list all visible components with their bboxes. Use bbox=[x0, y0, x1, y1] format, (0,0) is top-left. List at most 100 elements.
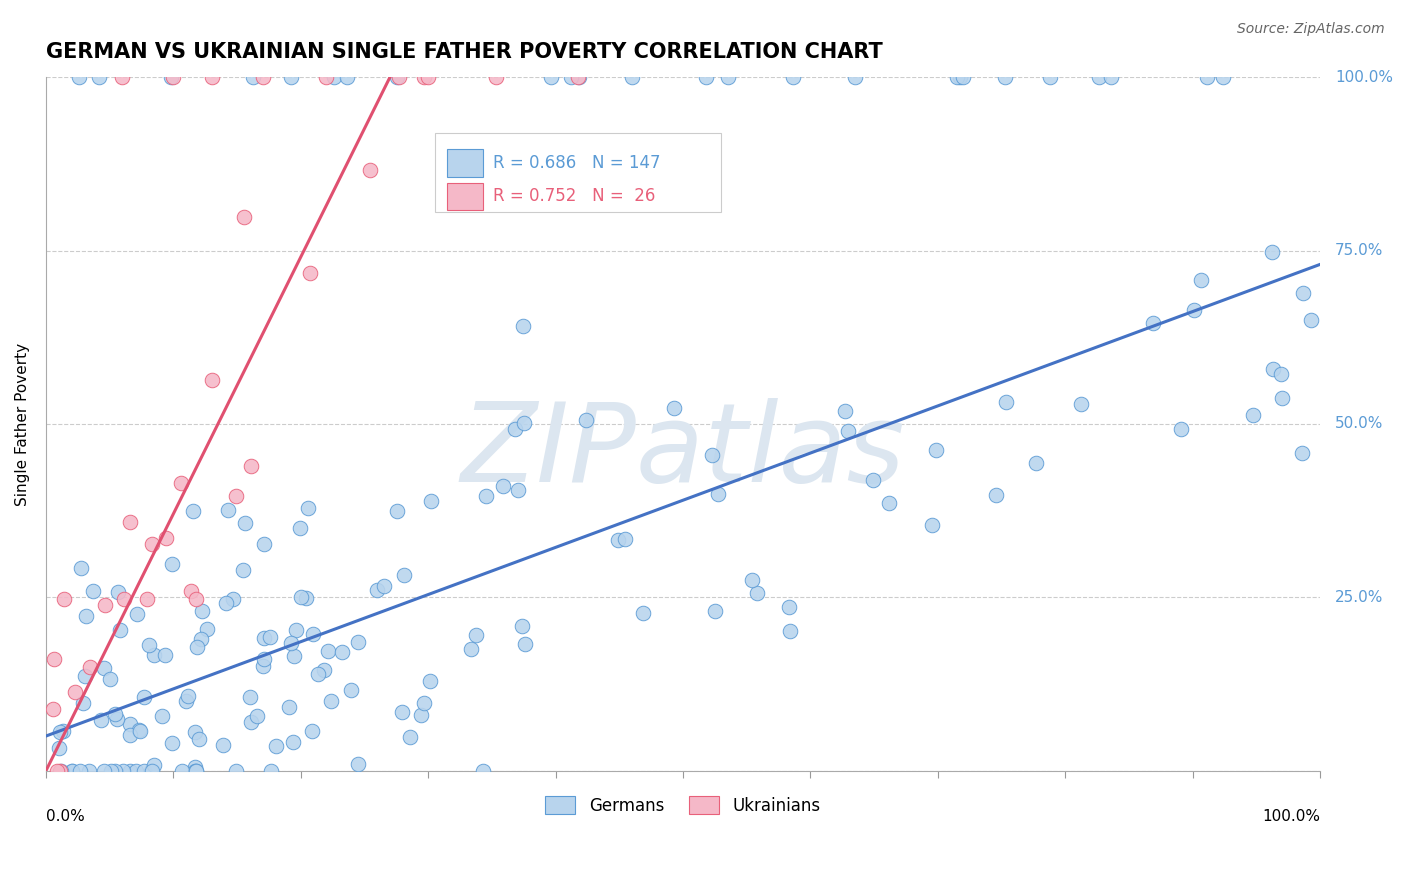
Point bbox=[264, 739, 287, 753]
Point bbox=[621, 70, 644, 85]
Point bbox=[217, 503, 239, 517]
Point bbox=[125, 764, 148, 778]
Point bbox=[782, 70, 804, 85]
Point bbox=[184, 764, 207, 778]
Point bbox=[93, 764, 115, 778]
Point bbox=[717, 70, 740, 85]
Point bbox=[184, 760, 207, 774]
Point bbox=[159, 70, 181, 85]
Point bbox=[79, 660, 101, 674]
Point bbox=[170, 475, 193, 490]
Point bbox=[340, 682, 363, 697]
Point bbox=[184, 724, 207, 739]
FancyBboxPatch shape bbox=[447, 149, 482, 177]
Point bbox=[475, 489, 498, 503]
Point bbox=[141, 537, 163, 551]
Y-axis label: Single Father Poverty: Single Father Poverty bbox=[15, 343, 30, 506]
Point bbox=[48, 740, 70, 755]
Point bbox=[392, 567, 415, 582]
Point bbox=[190, 632, 212, 647]
Point bbox=[778, 600, 800, 615]
Point bbox=[259, 630, 281, 644]
Point bbox=[949, 70, 972, 85]
Point bbox=[994, 70, 1017, 85]
Point bbox=[1197, 70, 1219, 85]
Point bbox=[366, 583, 388, 598]
Point bbox=[465, 628, 488, 642]
Point bbox=[69, 764, 91, 778]
Point bbox=[73, 669, 96, 683]
Point bbox=[741, 574, 763, 588]
Point bbox=[174, 694, 197, 708]
Point bbox=[246, 708, 269, 723]
Point bbox=[160, 557, 183, 571]
Point bbox=[295, 591, 318, 605]
Point bbox=[1038, 70, 1060, 85]
Point bbox=[128, 723, 150, 737]
Point bbox=[107, 585, 129, 599]
Point bbox=[253, 537, 276, 551]
Point bbox=[252, 631, 274, 645]
Point bbox=[411, 707, 433, 722]
Point bbox=[49, 724, 72, 739]
Point bbox=[1292, 285, 1315, 300]
Text: 75.0%: 75.0% bbox=[1336, 244, 1384, 258]
Point bbox=[1142, 316, 1164, 330]
Point bbox=[125, 607, 148, 622]
Point bbox=[862, 473, 884, 487]
Point bbox=[170, 764, 193, 778]
Point bbox=[359, 163, 381, 178]
Point bbox=[72, 696, 94, 710]
Point bbox=[42, 652, 65, 666]
Point bbox=[89, 70, 111, 85]
Point bbox=[1261, 362, 1284, 376]
Point bbox=[118, 516, 141, 530]
Point bbox=[233, 516, 256, 531]
Point bbox=[240, 714, 263, 729]
Point bbox=[112, 592, 135, 607]
Point bbox=[162, 70, 184, 85]
Point bbox=[215, 596, 238, 610]
Point bbox=[877, 495, 900, 509]
Point bbox=[181, 504, 204, 518]
Point bbox=[135, 591, 157, 606]
Text: 0.0%: 0.0% bbox=[46, 809, 84, 824]
Point bbox=[77, 764, 100, 778]
Point bbox=[176, 689, 198, 703]
Point bbox=[134, 690, 156, 705]
Point bbox=[183, 764, 205, 778]
Point bbox=[419, 493, 441, 508]
Point bbox=[284, 624, 307, 638]
Point bbox=[104, 706, 127, 721]
Point bbox=[413, 697, 436, 711]
Point bbox=[82, 584, 104, 599]
Point bbox=[180, 583, 202, 598]
Point bbox=[307, 666, 329, 681]
Point bbox=[512, 416, 534, 430]
Point bbox=[222, 591, 245, 606]
Point bbox=[184, 764, 207, 778]
Point bbox=[301, 724, 323, 739]
Point bbox=[460, 642, 482, 657]
Point bbox=[45, 764, 67, 778]
Point bbox=[132, 764, 155, 778]
Point bbox=[399, 730, 422, 744]
Point bbox=[191, 604, 214, 618]
Point bbox=[70, 560, 93, 574]
Text: GERMAN VS UKRAINIAN SINGLE FATHER POVERTY CORRELATION CHART: GERMAN VS UKRAINIAN SINGLE FATHER POVERT… bbox=[46, 42, 883, 62]
Point bbox=[277, 700, 299, 714]
Point bbox=[52, 724, 75, 739]
Point bbox=[232, 211, 254, 225]
Point bbox=[52, 591, 75, 606]
Point bbox=[65, 685, 87, 699]
Point bbox=[253, 652, 276, 666]
Point bbox=[143, 648, 166, 662]
Point bbox=[299, 266, 322, 280]
Point bbox=[412, 70, 434, 85]
Point bbox=[184, 591, 207, 606]
Point bbox=[239, 690, 262, 704]
Point bbox=[280, 70, 302, 85]
Point bbox=[391, 705, 413, 719]
Point bbox=[1099, 70, 1122, 85]
Point bbox=[945, 70, 967, 85]
